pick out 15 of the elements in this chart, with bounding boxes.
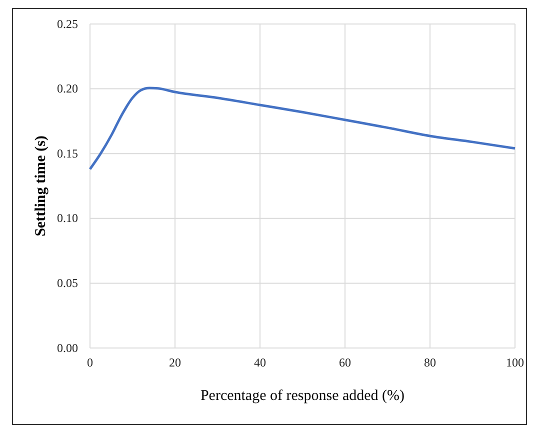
x-tick-label: 100	[506, 356, 524, 370]
x-tick-label: 40	[254, 356, 266, 370]
y-tick-label: 0.05	[57, 276, 78, 290]
x-tick-label: 0	[87, 356, 93, 370]
y-axis-title: Settling time (s)	[33, 136, 49, 236]
y-tick-label: 0.20	[57, 82, 78, 96]
y-tick-label: 0.25	[57, 16, 78, 31]
y-tick-label: 0.15	[57, 146, 78, 160]
y-tick-label: 0.00	[57, 340, 78, 355]
x-tick-label: 80	[424, 356, 436, 370]
x-tick-label: 60	[339, 356, 351, 370]
x-tick-label: 20	[169, 356, 181, 370]
line-series	[88, 86, 516, 170]
x-axis-title: Percentage of response added (%)	[200, 388, 405, 404]
y-tick-label: 0.10	[57, 211, 78, 226]
